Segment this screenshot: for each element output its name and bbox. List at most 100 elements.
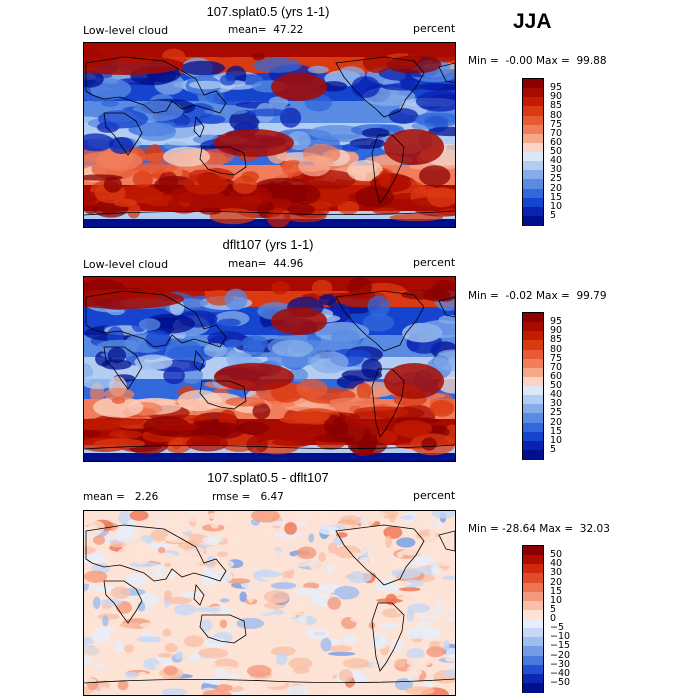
diff-blob xyxy=(434,553,455,566)
cloud-blob xyxy=(329,397,384,406)
cloud-blob xyxy=(389,202,409,210)
coastline xyxy=(438,296,455,318)
diff-blob xyxy=(129,511,149,521)
cloud-blob xyxy=(232,175,258,194)
diff-blob xyxy=(205,546,219,554)
diff-blob xyxy=(439,591,455,604)
diff-blob xyxy=(136,636,165,643)
colorbar-tick-label: 85 xyxy=(550,100,563,112)
panel-bottom-rmse: rmse = 6.47 xyxy=(212,491,284,503)
diff-blob xyxy=(406,657,433,667)
diff-blob xyxy=(270,582,297,590)
colorbar-tick-label: 40 xyxy=(550,389,563,401)
coastline xyxy=(335,524,425,586)
diff-blob xyxy=(217,551,229,557)
diff-blob xyxy=(139,622,162,629)
cloud-blob xyxy=(418,165,451,187)
colorbar-tick-label: 75 xyxy=(550,118,563,130)
diff-blob xyxy=(124,644,134,653)
diff-blob xyxy=(100,598,122,606)
colorbar-swatch xyxy=(523,179,543,189)
coastline xyxy=(103,580,143,624)
colorbar-swatch xyxy=(523,682,543,693)
diff-blob xyxy=(305,627,330,640)
cloud-blob xyxy=(287,184,321,205)
diff-blob xyxy=(308,674,326,685)
panel-middle-map xyxy=(83,276,456,462)
coastline xyxy=(335,290,425,352)
cloud-blob xyxy=(103,176,123,193)
diff-blob xyxy=(365,648,379,657)
cloud-blob xyxy=(267,207,291,227)
coastline xyxy=(193,350,205,372)
colorbar-tick-label: 40 xyxy=(550,155,563,167)
cloud-blob xyxy=(337,200,360,215)
colorbar-swatch xyxy=(523,404,543,414)
colorbar-tick-label: 30 xyxy=(550,164,563,176)
cloud-blob xyxy=(427,187,455,208)
diff-blob xyxy=(214,559,235,569)
panel-middle-variable: Low-level cloud xyxy=(83,258,169,271)
diff-blob xyxy=(335,532,348,538)
diff-blob xyxy=(150,529,169,542)
colorbar-swatch xyxy=(523,313,543,323)
diff-blob xyxy=(388,513,396,523)
colorbar-tick-label: 50 xyxy=(550,380,563,391)
diff-blob xyxy=(431,563,440,575)
diff-blob xyxy=(396,537,416,548)
diff-blob xyxy=(109,541,125,548)
colorbar-swatch xyxy=(523,170,543,180)
coastline xyxy=(193,116,205,138)
diff-blob xyxy=(110,586,131,600)
diff-blob xyxy=(93,535,106,545)
cloud-blob xyxy=(309,124,365,140)
cloud-blob xyxy=(271,437,317,447)
cloud-blob xyxy=(241,335,269,351)
coastline xyxy=(371,368,405,438)
diff-blob xyxy=(443,616,455,621)
cloud-blob xyxy=(347,159,383,182)
cloud-blob xyxy=(252,53,265,61)
diff-blob xyxy=(406,647,425,660)
diff-blob xyxy=(209,615,224,620)
colorbar-swatch xyxy=(523,106,543,116)
diff-blob xyxy=(443,639,450,650)
cloud-blob xyxy=(372,207,401,215)
diff-blob xyxy=(284,522,297,535)
cloud-blob xyxy=(341,143,360,152)
diff-blob xyxy=(115,553,129,561)
diff-blob xyxy=(162,628,172,637)
colorbar-swatch xyxy=(523,386,543,396)
diff-blob xyxy=(429,527,437,539)
diff-blob xyxy=(342,658,370,669)
diff-blob xyxy=(164,533,190,544)
stratocumulus-patch xyxy=(384,363,444,399)
diff-blob xyxy=(95,608,122,614)
diff-blob xyxy=(375,580,402,593)
diff-blob xyxy=(138,568,157,575)
colorbar-swatch xyxy=(523,609,543,620)
diff-blob xyxy=(84,546,96,555)
stratocumulus-patch xyxy=(214,363,294,391)
cloud-blob xyxy=(362,51,391,74)
panel-middle-title: dflt107 (yrs 1-1) xyxy=(222,237,314,252)
diff-blob xyxy=(164,562,172,568)
coastline xyxy=(371,134,405,204)
diff-blob xyxy=(279,664,287,678)
colorbar-swatch xyxy=(523,619,543,629)
colorbar-tick-label: 25 xyxy=(550,407,563,419)
colorbar-tick-label: 15 xyxy=(550,585,563,597)
diff-blob xyxy=(95,664,106,669)
diff-blob xyxy=(358,556,383,571)
cloud-blob xyxy=(246,435,268,454)
diff-blob xyxy=(308,560,323,570)
diff-blob xyxy=(119,622,143,629)
diff-blob xyxy=(198,647,229,659)
coastline xyxy=(199,146,247,176)
diff-blob xyxy=(386,557,401,566)
cloud-blob xyxy=(84,133,114,152)
diff-blob xyxy=(333,585,360,600)
diff-blob xyxy=(183,511,207,522)
cloud-blob xyxy=(152,423,201,432)
diff-blob xyxy=(292,594,311,608)
